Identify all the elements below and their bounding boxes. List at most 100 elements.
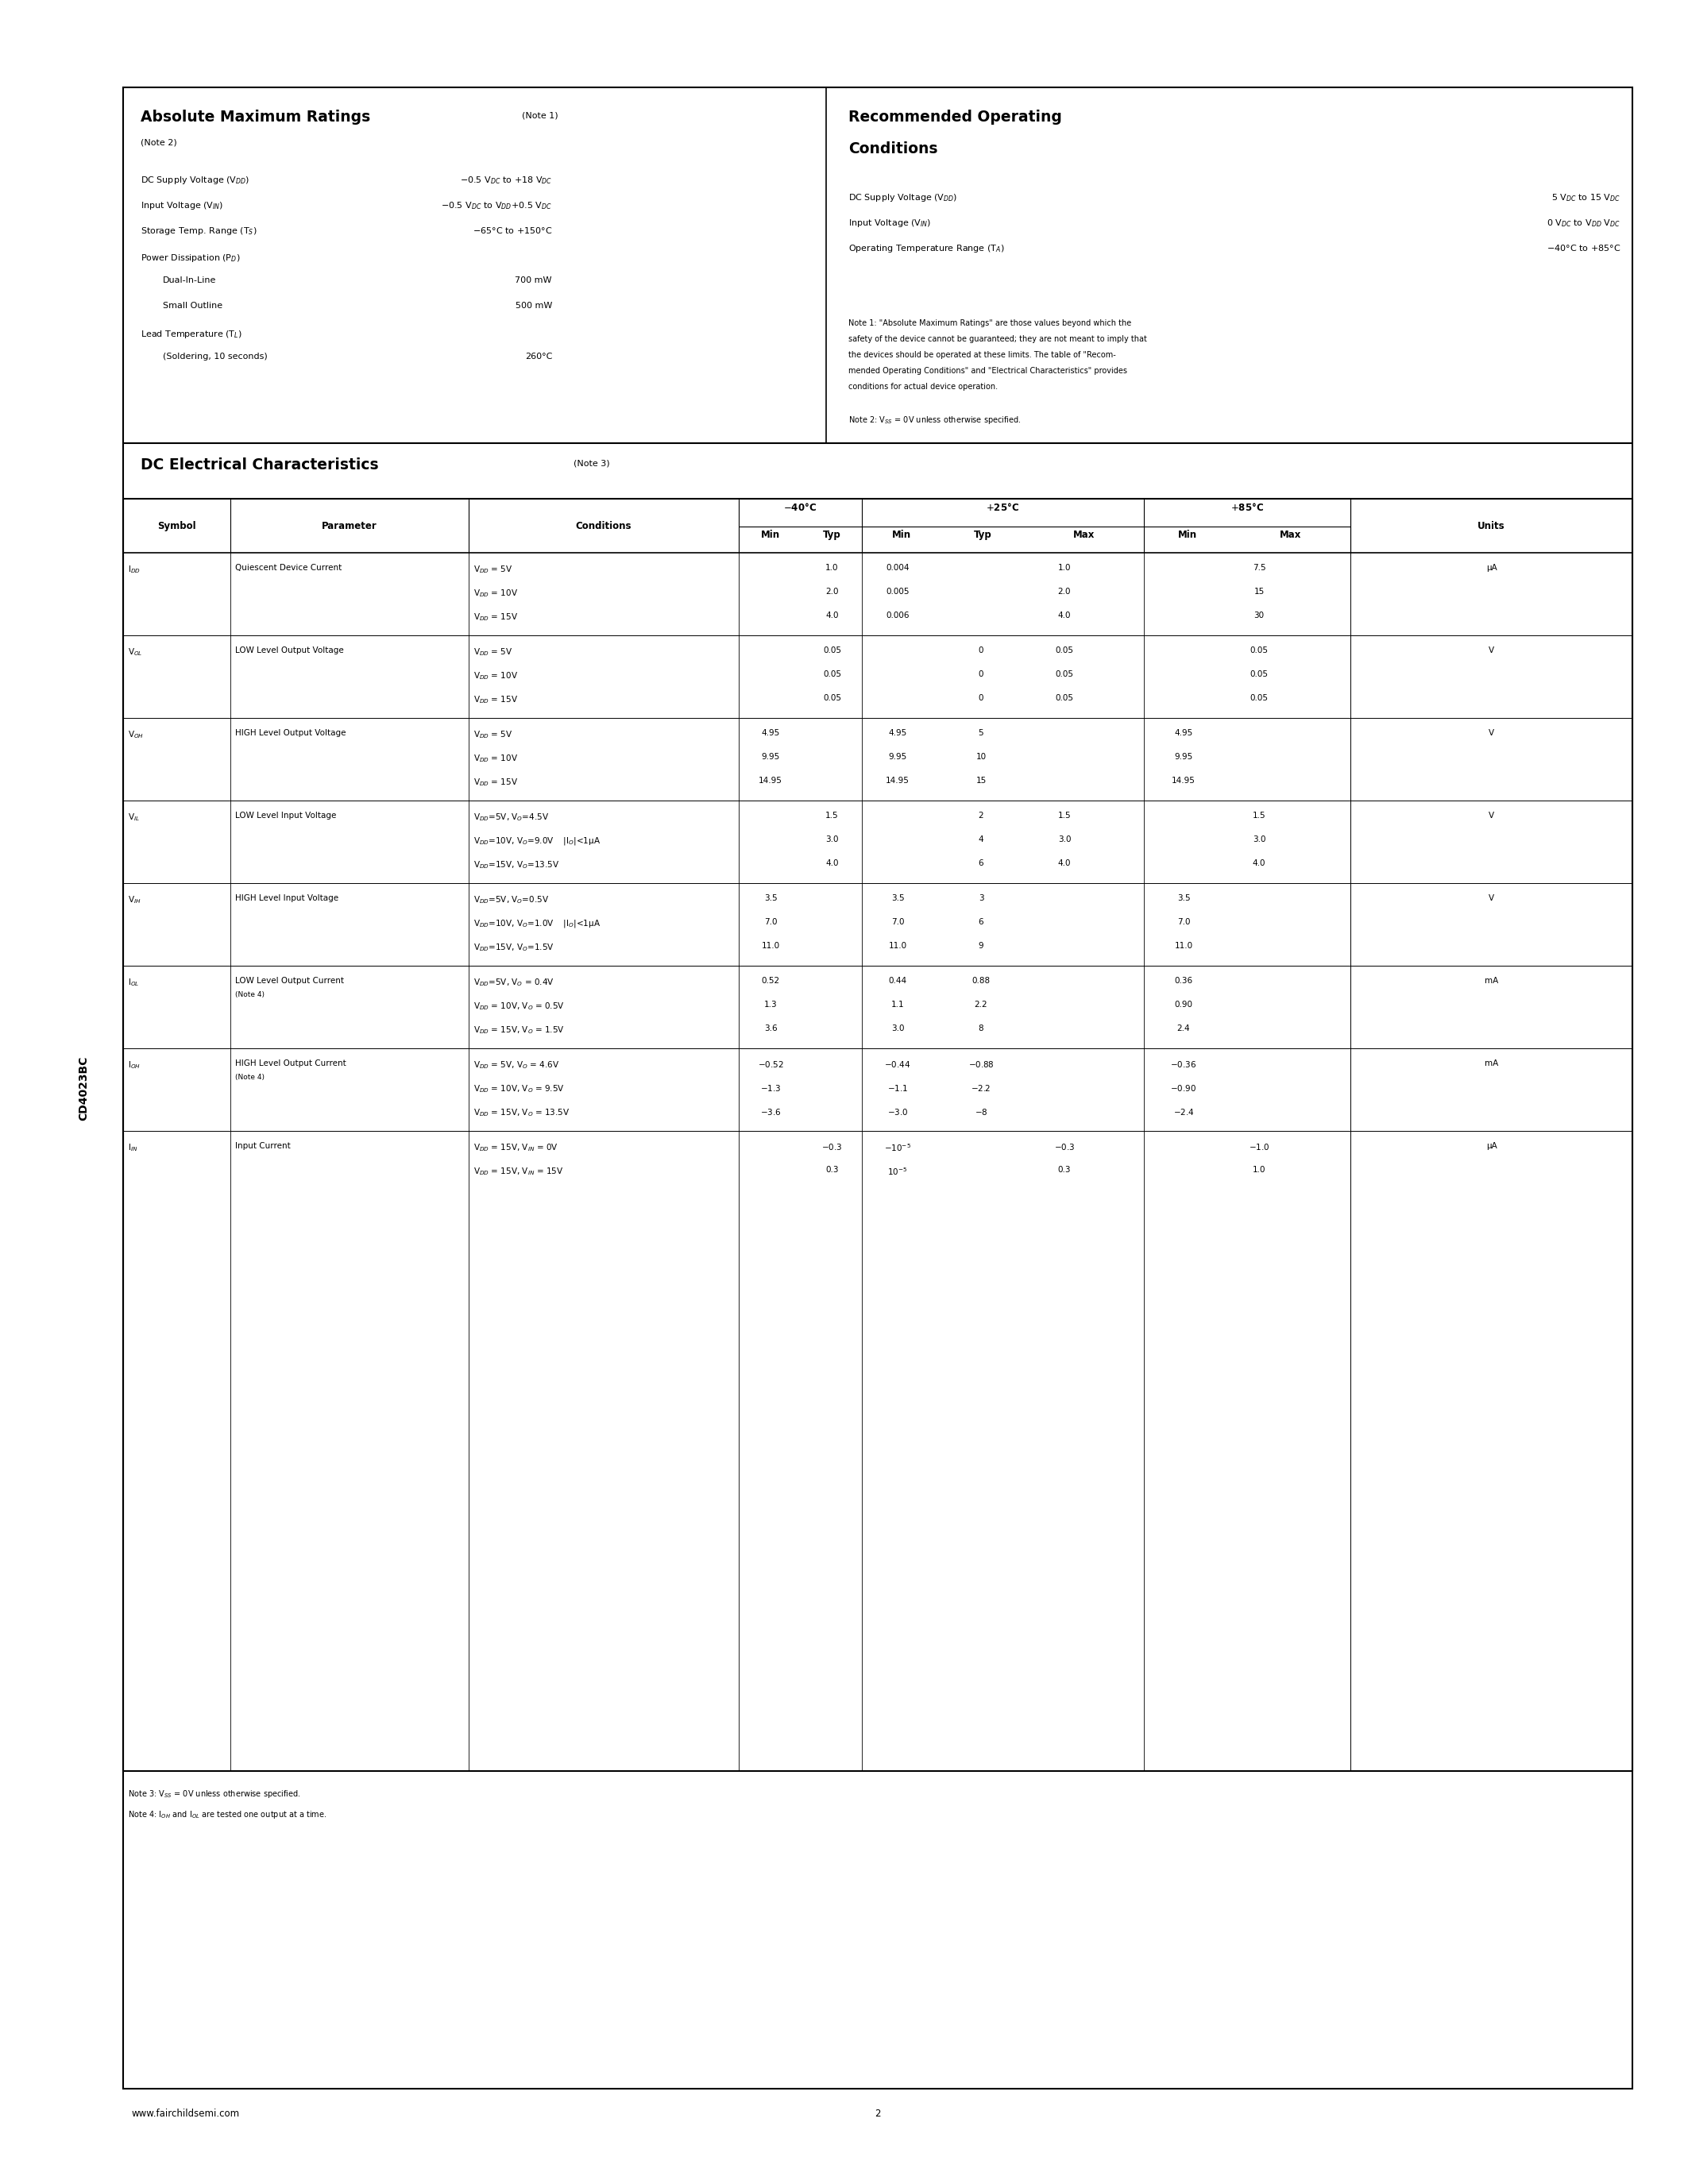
Text: V$_{DD}$=15V, V$_O$=1.5V: V$_{DD}$=15V, V$_O$=1.5V <box>473 941 554 952</box>
Text: V$_{DD}$ = 5V: V$_{DD}$ = 5V <box>473 563 513 574</box>
Text: Max: Max <box>1074 531 1096 539</box>
Text: V$_{DD}$ = 15V, V$_O$ = 13.5V: V$_{DD}$ = 15V, V$_O$ = 13.5V <box>473 1107 571 1118</box>
Text: Conditions: Conditions <box>576 520 631 531</box>
Text: mA: mA <box>1484 1059 1499 1068</box>
Text: Typ: Typ <box>974 531 993 539</box>
Text: 0.05: 0.05 <box>1055 695 1074 701</box>
Text: conditions for actual device operation.: conditions for actual device operation. <box>849 382 998 391</box>
Text: V$_{OH}$: V$_{OH}$ <box>128 729 143 740</box>
Text: Symbol: Symbol <box>157 520 196 531</box>
Text: DC Supply Voltage (V$_{DD}$): DC Supply Voltage (V$_{DD}$) <box>849 192 957 203</box>
Text: the devices should be operated at these limits. The table of "Recom-: the devices should be operated at these … <box>849 352 1116 358</box>
Text: Note 2: V$_{SS}$ = 0V unless otherwise specified.: Note 2: V$_{SS}$ = 0V unless otherwise s… <box>849 415 1021 426</box>
Text: LOW Level Output Current: LOW Level Output Current <box>235 976 344 985</box>
Text: $-$3.6: $-$3.6 <box>760 1107 782 1116</box>
Text: Typ: Typ <box>824 531 841 539</box>
Text: HIGH Level Input Voltage: HIGH Level Input Voltage <box>235 893 339 902</box>
Text: V$_{DD}$ = 15V: V$_{DD}$ = 15V <box>473 695 518 705</box>
Text: $-$40°C: $-$40°C <box>783 502 817 513</box>
Text: 10$^{-5}$: 10$^{-5}$ <box>888 1166 908 1177</box>
Text: 3.0: 3.0 <box>891 1024 905 1033</box>
Text: 0.05: 0.05 <box>824 695 841 701</box>
Text: (Note 3): (Note 3) <box>574 459 609 467</box>
Text: 4.95: 4.95 <box>888 729 906 736</box>
Text: V$_{DD}$ = 10V: V$_{DD}$ = 10V <box>473 587 518 598</box>
Text: $-$0.44: $-$0.44 <box>885 1059 912 1068</box>
Text: V: V <box>1489 729 1494 736</box>
Text: 14.95: 14.95 <box>758 778 783 784</box>
Text: 0.05: 0.05 <box>1055 670 1074 679</box>
Text: 7.0: 7.0 <box>891 917 905 926</box>
Text: 8: 8 <box>979 1024 984 1033</box>
Text: V$_{IL}$: V$_{IL}$ <box>128 812 140 823</box>
Text: 6: 6 <box>979 917 984 926</box>
Text: Dual-In-Line: Dual-In-Line <box>162 277 216 284</box>
Text: $-$0.3: $-$0.3 <box>822 1142 842 1151</box>
Text: 0.005: 0.005 <box>886 587 910 596</box>
Text: Input Current: Input Current <box>235 1142 290 1151</box>
Text: 4.0: 4.0 <box>1252 858 1266 867</box>
Text: 260°C: 260°C <box>525 352 552 360</box>
Text: 1.0: 1.0 <box>825 563 839 572</box>
Text: 1.0: 1.0 <box>1252 1166 1266 1173</box>
Text: V$_{DD}$ = 10V, V$_O$ = 0.5V: V$_{DD}$ = 10V, V$_O$ = 0.5V <box>473 1000 565 1011</box>
Text: 0.05: 0.05 <box>1249 695 1268 701</box>
Text: 14.95: 14.95 <box>886 778 910 784</box>
Text: $-$65°C to +150°C: $-$65°C to +150°C <box>473 225 552 236</box>
Text: Quiescent Device Current: Quiescent Device Current <box>235 563 341 572</box>
Text: 0.05: 0.05 <box>1055 646 1074 655</box>
Text: Recommended Operating: Recommended Operating <box>849 109 1062 124</box>
Text: V$_{DD}$=5V, V$_O$ = 0.4V: V$_{DD}$=5V, V$_O$ = 0.4V <box>473 976 554 987</box>
Text: $-$2.4: $-$2.4 <box>1173 1107 1193 1116</box>
Text: μA: μA <box>1485 1142 1497 1151</box>
Text: 1.3: 1.3 <box>765 1000 776 1009</box>
Text: V: V <box>1489 812 1494 819</box>
Text: Input Voltage (V$_{IN}$): Input Voltage (V$_{IN}$) <box>140 201 223 212</box>
Text: V$_{DD}$ = 15V: V$_{DD}$ = 15V <box>473 778 518 788</box>
Text: 9.95: 9.95 <box>1175 753 1193 760</box>
Text: 1.1: 1.1 <box>891 1000 905 1009</box>
Text: 30: 30 <box>1254 612 1264 620</box>
Text: Note 1: "Absolute Maximum Ratings" are those values beyond which the: Note 1: "Absolute Maximum Ratings" are t… <box>849 319 1131 328</box>
Text: 4: 4 <box>979 836 984 843</box>
Text: 2.4: 2.4 <box>1177 1024 1190 1033</box>
Text: Parameter: Parameter <box>322 520 376 531</box>
Text: V$_{DD}$ = 15V, V$_O$ = 1.5V: V$_{DD}$ = 15V, V$_O$ = 1.5V <box>473 1024 565 1035</box>
Text: V$_{DD}$ = 5V: V$_{DD}$ = 5V <box>473 646 513 657</box>
Text: I$_{OL}$: I$_{OL}$ <box>128 976 140 987</box>
Text: V$_{DD}$ = 15V: V$_{DD}$ = 15V <box>473 612 518 622</box>
Text: 0.3: 0.3 <box>825 1166 839 1173</box>
Text: 500 mW: 500 mW <box>515 301 552 310</box>
Text: V$_{DD}$=5V, V$_O$=4.5V: V$_{DD}$=5V, V$_O$=4.5V <box>473 812 549 823</box>
Text: 0.88: 0.88 <box>972 976 991 985</box>
Text: safety of the device cannot be guaranteed; they are not meant to imply that: safety of the device cannot be guarantee… <box>849 334 1146 343</box>
Text: Note 3: V$_{SS}$ = 0V unless otherwise specified.: Note 3: V$_{SS}$ = 0V unless otherwise s… <box>128 1789 300 1800</box>
Text: 1.5: 1.5 <box>1252 812 1266 819</box>
Text: $-$8: $-$8 <box>974 1107 987 1116</box>
Text: DC Electrical Characteristics: DC Electrical Characteristics <box>140 456 378 472</box>
Text: (Note 1): (Note 1) <box>522 111 559 120</box>
Text: V$_{DD}$ = 10V: V$_{DD}$ = 10V <box>473 670 518 681</box>
Text: 11.0: 11.0 <box>888 941 906 950</box>
Text: $-$0.88: $-$0.88 <box>967 1059 994 1068</box>
Text: V$_{DD}$ = 10V: V$_{DD}$ = 10V <box>473 753 518 764</box>
Text: $-$0.90: $-$0.90 <box>1170 1083 1197 1092</box>
Text: 700 mW: 700 mW <box>515 277 552 284</box>
Text: 0.004: 0.004 <box>886 563 910 572</box>
Text: 0.3: 0.3 <box>1058 1166 1070 1173</box>
Bar <box>123 87 1632 2088</box>
Text: I$_{DD}$: I$_{DD}$ <box>128 563 140 574</box>
Text: 0.006: 0.006 <box>886 612 910 620</box>
Text: 4.95: 4.95 <box>1175 729 1193 736</box>
Text: 0: 0 <box>979 646 984 655</box>
Text: V: V <box>1489 893 1494 902</box>
Text: 0.05: 0.05 <box>1249 646 1268 655</box>
Text: 7.0: 7.0 <box>765 917 776 926</box>
Text: Operating Temperature Range (T$_A$): Operating Temperature Range (T$_A$) <box>849 242 1004 253</box>
Text: 3.0: 3.0 <box>1058 836 1070 843</box>
Text: $-$40°C to +85°C: $-$40°C to +85°C <box>1546 242 1620 253</box>
Text: $-$0.3: $-$0.3 <box>1053 1142 1075 1151</box>
Text: 2: 2 <box>979 812 984 819</box>
Text: 0.90: 0.90 <box>1175 1000 1193 1009</box>
Text: 4.0: 4.0 <box>1058 612 1070 620</box>
